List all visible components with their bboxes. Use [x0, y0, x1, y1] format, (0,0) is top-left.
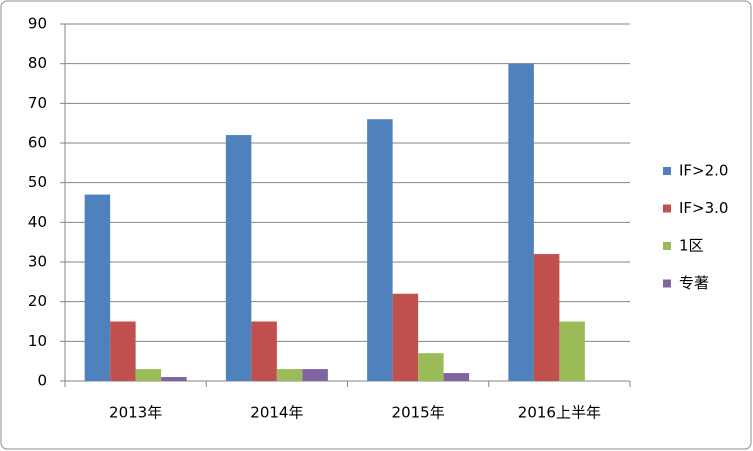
- bar: [225, 135, 252, 381]
- bar: [418, 353, 444, 381]
- legend-label: IF>3.0: [679, 199, 728, 217]
- legend-swatch: [663, 242, 671, 250]
- y-tick-label: 10: [28, 332, 47, 350]
- x-tick-label: 2016上半年: [518, 404, 601, 422]
- legend-label: 专著: [679, 274, 709, 292]
- y-tick-label: 60: [28, 134, 47, 152]
- bar: [276, 369, 303, 381]
- bar: [443, 373, 470, 381]
- y-tick-label: 0: [37, 372, 47, 390]
- x-tick-label: 2013年: [109, 404, 162, 422]
- bar: [533, 254, 560, 381]
- y-tick-label: 90: [28, 15, 47, 33]
- bar: [84, 194, 111, 381]
- legend-swatch: [663, 279, 671, 288]
- bar: [392, 293, 419, 381]
- bar: [161, 377, 187, 381]
- y-tick-label: 20: [28, 292, 47, 310]
- bar: [302, 369, 328, 381]
- y-tick-label: 70: [28, 94, 47, 112]
- y-tick-label: 80: [28, 54, 47, 72]
- bar: [251, 321, 277, 381]
- legend-label: 1区: [679, 237, 704, 255]
- y-tick-label: 40: [28, 213, 47, 231]
- bar: [135, 369, 162, 381]
- x-tick-label: 2014年: [250, 404, 303, 422]
- bar: [508, 63, 534, 382]
- legend-swatch: [663, 204, 671, 213]
- y-tick-label: 30: [28, 253, 47, 271]
- y-tick-label: 50: [28, 173, 47, 191]
- legend-swatch: [663, 167, 671, 175]
- bar: [559, 321, 585, 381]
- legend-label: IF>2.0: [679, 162, 728, 180]
- bar: [367, 119, 393, 381]
- x-tick-label: 2015年: [392, 404, 445, 422]
- bar: [110, 321, 136, 381]
